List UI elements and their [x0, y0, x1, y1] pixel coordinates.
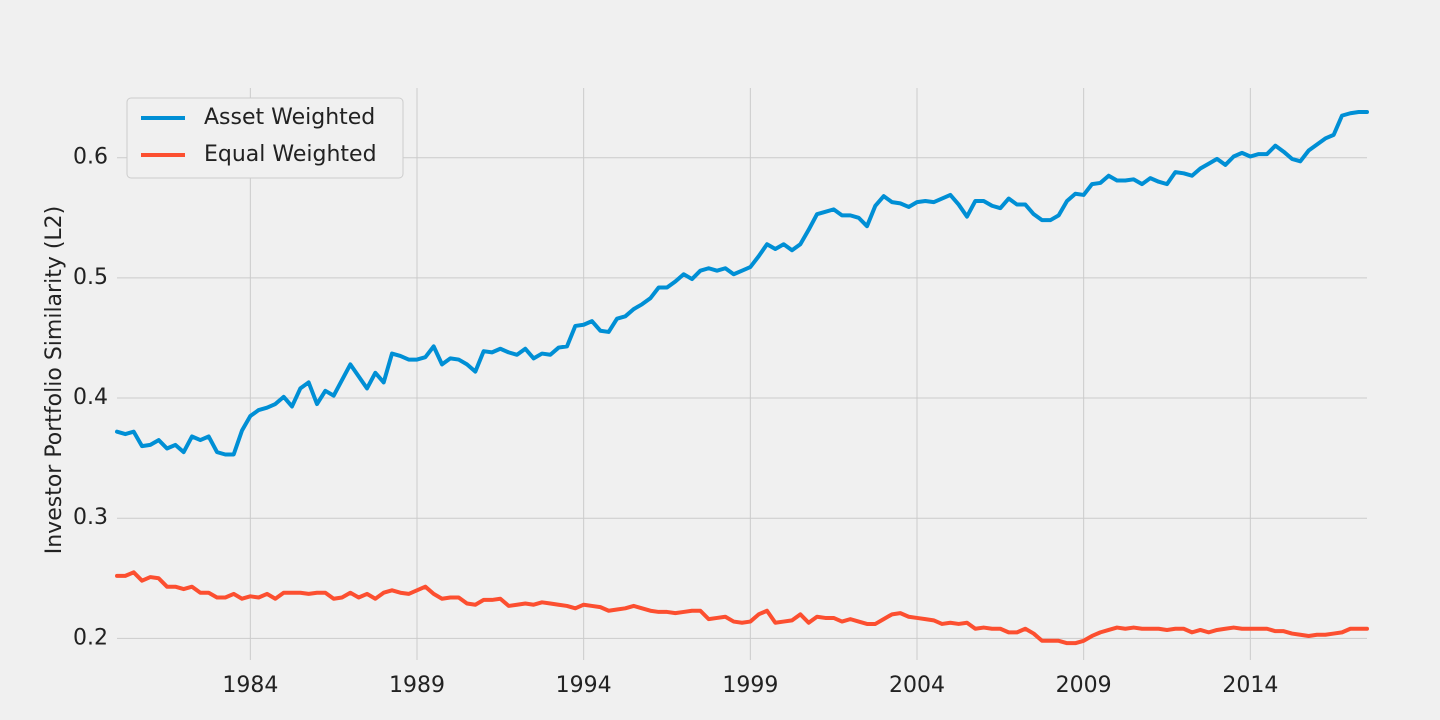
x-tick-label: 1989 — [389, 673, 445, 698]
legend-box — [126, 97, 404, 179]
x-tick-label: 1984 — [222, 673, 278, 698]
series-line — [115, 110, 1369, 457]
x-tick-label: 1994 — [556, 673, 612, 698]
x-tick-label: 2009 — [1056, 673, 1112, 698]
series-line — [115, 570, 1369, 646]
y-axis-label: Investor Portfolio Similarity (L2) — [42, 206, 67, 555]
legend-label: Equal Weighted — [204, 142, 377, 167]
y-tick-label: 0.5 — [73, 265, 108, 290]
y-tick-label: 0.4 — [73, 385, 108, 410]
y-tick-label: 0.6 — [73, 145, 108, 170]
x-tick-label: 2004 — [889, 673, 945, 698]
y-tick-label: 0.3 — [73, 505, 108, 530]
x-tick-label: 2014 — [1222, 673, 1278, 698]
legend-label: Asset Weighted — [204, 105, 375, 130]
x-tick-label: 1999 — [722, 673, 778, 698]
y-tick-label: 0.2 — [73, 625, 108, 650]
